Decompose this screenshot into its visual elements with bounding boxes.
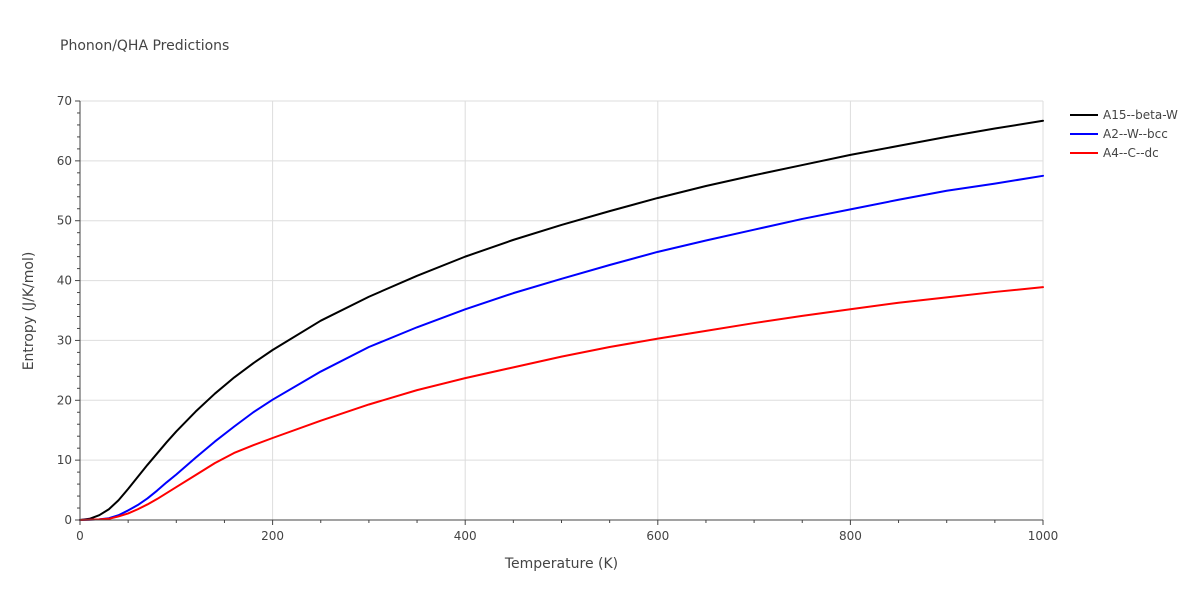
y-tick-label: 40 <box>57 274 72 288</box>
legend-label: A2--W--bcc <box>1103 127 1168 141</box>
x-tick-label: 0 <box>76 529 84 543</box>
y-tick-label: 10 <box>57 453 72 467</box>
y-tick-label: 70 <box>57 94 72 108</box>
axes <box>75 100 1044 525</box>
x-tick-label: 200 <box>261 529 284 543</box>
series-line-2[interactable] <box>79 286 1044 521</box>
x-tick-label: 600 <box>646 529 669 543</box>
y-tick-label: 20 <box>57 393 72 407</box>
legend[interactable]: A15--beta-W A2--W--bcc A4--C--dc <box>1070 108 1178 160</box>
y-axis-label: Entropy (J/K/mol) <box>21 252 37 371</box>
legend-label: A15--beta-W <box>1103 108 1178 122</box>
y-tick-label: 60 <box>57 154 72 168</box>
chart-title: Phonon/QHA Predictions <box>60 38 229 54</box>
x-tick-label: 800 <box>839 529 862 543</box>
tick-labels: 0 10 20 30 40 50 60 70 0 200 400 600 800 1000 <box>57 94 1059 543</box>
plot-area <box>79 119 1044 521</box>
x-tick-label: 1000 <box>1028 529 1059 543</box>
legend-item-2[interactable]: A4--C--dc <box>1070 146 1159 160</box>
grid <box>79 100 1044 521</box>
y-tick-label: 30 <box>57 333 72 347</box>
legend-label: A4--C--dc <box>1103 146 1159 160</box>
legend-item-0[interactable]: A15--beta-W <box>1070 108 1178 122</box>
x-axis-label: Temperature (K) <box>504 556 618 572</box>
series-line-1[interactable] <box>79 174 1044 521</box>
y-tick-label: 50 <box>57 214 72 228</box>
series-line-0[interactable] <box>79 119 1044 521</box>
y-tick-label: 0 <box>64 513 72 527</box>
x-tick-label: 400 <box>454 529 477 543</box>
legend-item-1[interactable]: A2--W--bcc <box>1070 127 1168 141</box>
